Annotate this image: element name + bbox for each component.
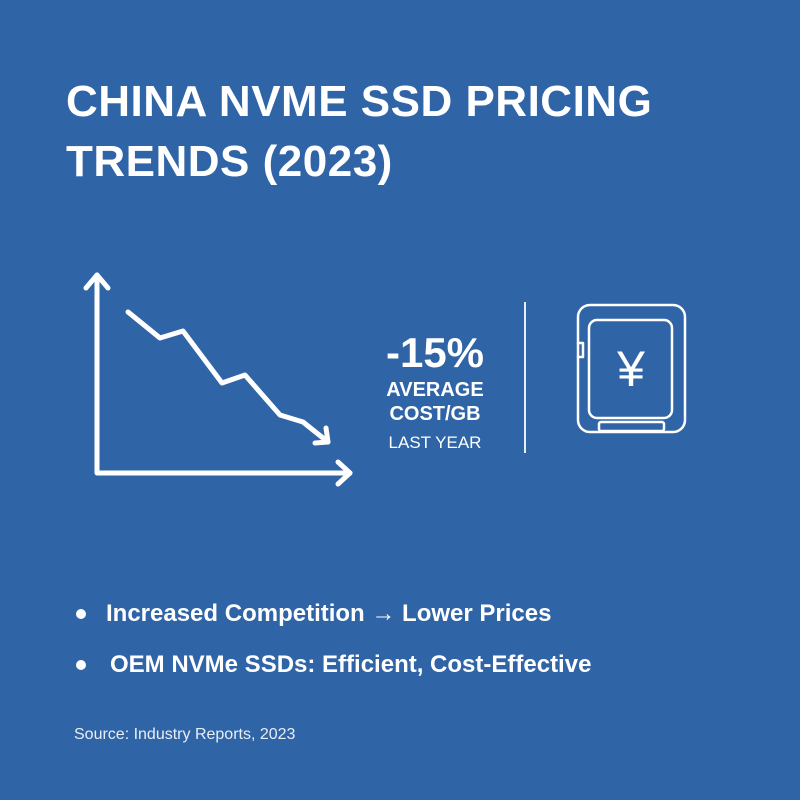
bullet-icon [76, 609, 86, 619]
trend-line [125, 309, 331, 446]
list-item: OEM NVMe SSDs: Efficient, Cost-Effective [74, 639, 591, 690]
chart-axes [83, 272, 353, 487]
page-title: CHINA NVME SSD PRICING TRENDS (2023) [66, 72, 766, 192]
bullet-icon [76, 660, 86, 670]
list-item: Increased Competition → Lower Prices [74, 588, 591, 639]
bullet-text: OEM NVMe SSDs: Efficient, Cost-Effective [110, 651, 592, 678]
source-note: Source: Industry Reports, 2023 [74, 726, 296, 743]
yen-symbol: ¥ [617, 341, 645, 397]
divider [524, 302, 526, 453]
stat-block: -15% AVERAGE COST/GB LAST YEAR [370, 330, 500, 454]
stat-metric-line-1: AVERAGE [386, 379, 484, 401]
bullet-list: Increased Competition → Lower Prices OEM… [74, 588, 591, 690]
stat-value: -15% [385, 329, 485, 376]
stat-period: LAST YEAR [388, 433, 482, 452]
ssd-yen-icon [576, 303, 687, 434]
bullet-text: Increased Competition → Lower Prices [106, 600, 552, 627]
title-line-2: TRENDS (2023) [66, 137, 393, 186]
stat-metric-line-2: COST/GB [389, 403, 481, 425]
title-line-1: CHINA NVME SSD PRICING [66, 77, 653, 126]
